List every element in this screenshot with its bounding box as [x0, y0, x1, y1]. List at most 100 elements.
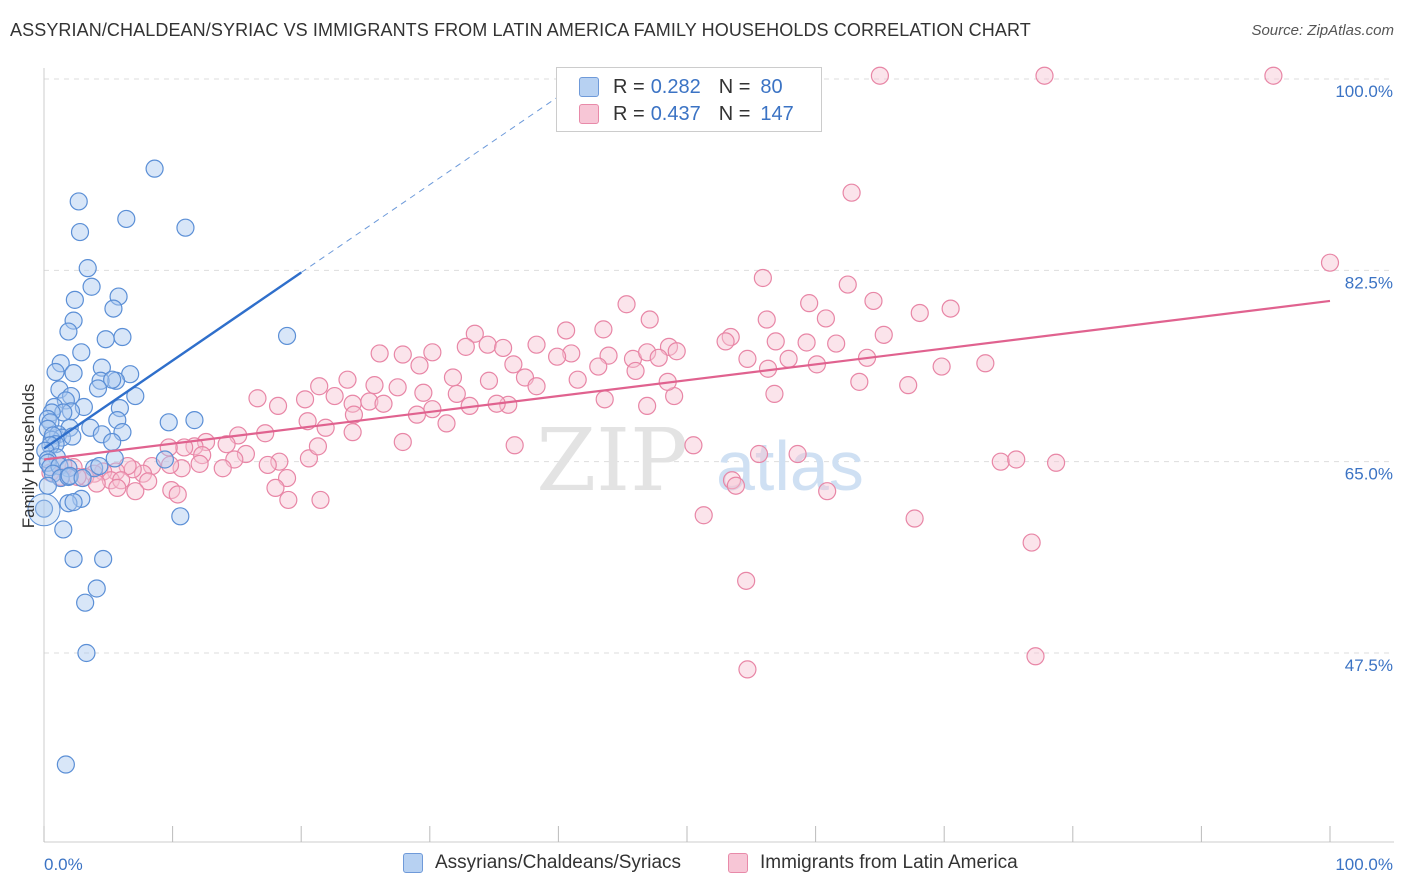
pink-data-point — [899, 376, 918, 395]
blue-data-point — [59, 467, 78, 487]
legend-r-label: R = — [613, 102, 645, 125]
pink-data-point — [190, 454, 209, 473]
blue-data-point — [27, 493, 61, 527]
blue-data-point — [92, 425, 111, 444]
blue-data-point — [176, 218, 195, 237]
pink-data-point — [694, 506, 713, 525]
pink-data-point — [991, 452, 1010, 471]
watermark: ZIP atlas — [536, 411, 863, 511]
pink-data-point — [649, 348, 668, 367]
pink-data-point — [393, 345, 412, 364]
blue-data-point — [108, 411, 127, 430]
blue-data-point — [159, 413, 178, 432]
blue-data-point — [103, 432, 122, 452]
blue-data-point — [73, 468, 92, 488]
blue-data-point — [81, 418, 100, 437]
pink-data-point — [126, 482, 145, 501]
pink-data-point — [248, 389, 267, 408]
blue-data-point — [117, 209, 136, 229]
blue-data-point — [69, 192, 88, 211]
series-legend-item-blue: Assyrians/Chaldeans/Syriacs — [403, 852, 681, 874]
y-tick-label: 82.5% — [1345, 273, 1393, 292]
blue-series-points — [27, 159, 297, 774]
pink-data-point — [310, 377, 329, 396]
pink-data-point — [640, 310, 659, 329]
pink-data-point — [765, 384, 784, 403]
y-axis-title: Family Households — [19, 384, 38, 529]
pink-data-point — [295, 390, 315, 409]
pink-data-point — [268, 396, 288, 416]
pink-data-point — [864, 291, 883, 311]
legend-r-label: R = — [613, 75, 645, 98]
pink-data-point — [1046, 453, 1066, 472]
legend-row-blue: R = 0.282 N = 80 — [579, 74, 783, 100]
blue-data-point — [64, 549, 83, 569]
blue-data-point — [103, 370, 122, 389]
stats-legend: R = 0.282 N = 80 R = 0.437 N = 147 — [556, 67, 822, 132]
blue-data-point — [64, 493, 83, 512]
pink-data-point — [932, 357, 951, 376]
pink-data-point — [258, 455, 277, 475]
x-tick-label-right: 100.0% — [1335, 855, 1393, 874]
pink-data-point — [279, 490, 298, 510]
blue-data-point — [65, 290, 84, 309]
blue-data-point — [92, 358, 111, 377]
pink-data-point — [325, 386, 344, 406]
pink-data-point — [738, 349, 757, 368]
pink-data-point — [941, 299, 960, 318]
pink-data-point — [388, 378, 407, 397]
pink-data-point — [423, 343, 442, 362]
legend-swatch-blue — [579, 77, 599, 97]
pink-data-point — [568, 370, 587, 389]
pink-data-point — [456, 337, 475, 356]
pink-data-point — [1022, 533, 1041, 552]
blue-data-point — [76, 593, 95, 612]
pink-data-point — [277, 468, 297, 488]
pink-data-point — [87, 474, 106, 493]
pink-data-point — [562, 344, 581, 363]
pink-data-point — [838, 275, 857, 294]
pink-data-point — [684, 436, 703, 455]
blue-data-point — [96, 330, 115, 349]
legend-n-value-pink: 147 — [760, 102, 794, 125]
y-tick-label: 100.0% — [1335, 82, 1393, 101]
blue-data-point — [104, 299, 123, 318]
pink-data-point — [527, 377, 546, 396]
pink-data-point — [557, 321, 576, 340]
pink-data-point — [1007, 450, 1026, 469]
blue-data-point — [56, 755, 75, 774]
pink-data-point — [160, 455, 180, 475]
pink-data-point — [447, 384, 466, 403]
pink-data-point — [726, 476, 745, 495]
pink-data-point — [479, 371, 499, 390]
y-tick-label: 47.5% — [1345, 656, 1393, 675]
legend-swatch-pink — [579, 104, 599, 124]
y-tick-label: 65.0% — [1345, 465, 1393, 484]
blue-data-point — [113, 327, 132, 347]
legend-n-label: N = — [718, 102, 751, 125]
pink-data-point — [370, 344, 389, 363]
legend-r-value-blue: 0.282 — [650, 75, 701, 98]
pink-data-point — [410, 356, 429, 375]
pink-data-point — [548, 347, 567, 366]
pink-data-point — [1320, 253, 1340, 272]
watermark-zip: ZIP — [536, 411, 688, 511]
series-legend-swatch-pink — [728, 853, 748, 873]
pink-data-point — [800, 294, 819, 313]
series-legend-label-pink: Immigrants from Latin America — [760, 852, 1018, 873]
pink-data-point — [797, 333, 816, 352]
pink-data-point — [465, 324, 484, 343]
pink-data-point — [393, 432, 412, 452]
pink-data-point — [494, 338, 513, 358]
pink-data-point — [266, 478, 285, 498]
pink-data-point — [108, 478, 127, 498]
pink-data-point — [749, 444, 769, 464]
blue-data-point — [171, 507, 190, 526]
pink-data-point — [338, 370, 357, 389]
blue-data-point — [82, 277, 101, 296]
blue-data-point — [38, 409, 57, 429]
blue-data-point — [126, 386, 145, 406]
legend-r-value-pink: 0.437 — [650, 102, 701, 125]
pink-data-point — [788, 444, 807, 464]
